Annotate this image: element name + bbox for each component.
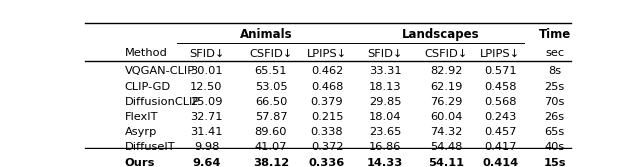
Text: CSFID↓: CSFID↓ xyxy=(424,48,468,58)
Text: 89.60: 89.60 xyxy=(255,127,287,137)
Text: 41.07: 41.07 xyxy=(255,142,287,152)
Text: DiffuseIT: DiffuseIT xyxy=(125,142,175,152)
Text: Landscapes: Landscapes xyxy=(403,28,480,41)
Text: 30.01: 30.01 xyxy=(190,66,223,76)
Text: 0.215: 0.215 xyxy=(311,112,343,122)
Text: 65s: 65s xyxy=(545,127,564,137)
Text: CSFID↓: CSFID↓ xyxy=(250,48,292,58)
Text: 33.31: 33.31 xyxy=(369,66,401,76)
Text: 0.336: 0.336 xyxy=(309,157,345,167)
Text: 12.50: 12.50 xyxy=(190,82,223,92)
Text: 0.568: 0.568 xyxy=(484,97,516,107)
Text: 15s: 15s xyxy=(543,157,566,167)
Text: 0.372: 0.372 xyxy=(311,142,343,152)
Text: Asyrp: Asyrp xyxy=(125,127,157,137)
Text: 31.41: 31.41 xyxy=(190,127,223,137)
Text: 26s: 26s xyxy=(545,112,564,122)
Text: 82.92: 82.92 xyxy=(430,66,462,76)
Text: 66.50: 66.50 xyxy=(255,97,287,107)
Text: 18.13: 18.13 xyxy=(369,82,401,92)
Text: 40s: 40s xyxy=(545,142,564,152)
Text: 0.462: 0.462 xyxy=(311,66,343,76)
Text: 0.243: 0.243 xyxy=(484,112,516,122)
Text: 62.19: 62.19 xyxy=(430,82,462,92)
Text: 54.48: 54.48 xyxy=(430,142,462,152)
Text: 16.86: 16.86 xyxy=(369,142,401,152)
Text: 0.457: 0.457 xyxy=(484,127,516,137)
Text: VQGAN-CLIP: VQGAN-CLIP xyxy=(125,66,195,76)
Text: 25s: 25s xyxy=(545,82,564,92)
Text: Ours: Ours xyxy=(125,157,155,167)
Text: 60.04: 60.04 xyxy=(430,112,462,122)
Text: 38.12: 38.12 xyxy=(253,157,289,167)
Text: 57.87: 57.87 xyxy=(255,112,287,122)
Text: 25.09: 25.09 xyxy=(190,97,223,107)
Text: Animals: Animals xyxy=(240,28,292,41)
Text: DiffusionCLIP: DiffusionCLIP xyxy=(125,97,200,107)
Text: 74.32: 74.32 xyxy=(430,127,462,137)
Text: CLIP-GD: CLIP-GD xyxy=(125,82,171,92)
Text: 18.04: 18.04 xyxy=(369,112,401,122)
Text: 53.05: 53.05 xyxy=(255,82,287,92)
Text: 0.571: 0.571 xyxy=(484,66,516,76)
Text: 70s: 70s xyxy=(545,97,565,107)
Text: 9.64: 9.64 xyxy=(192,157,221,167)
Text: 23.65: 23.65 xyxy=(369,127,401,137)
Text: 65.51: 65.51 xyxy=(255,66,287,76)
Text: 54.11: 54.11 xyxy=(428,157,464,167)
Text: 0.468: 0.468 xyxy=(311,82,343,92)
Text: LPIPS↓: LPIPS↓ xyxy=(480,48,520,58)
Text: Method: Method xyxy=(125,48,168,58)
Text: 0.458: 0.458 xyxy=(484,82,516,92)
Text: 0.417: 0.417 xyxy=(484,142,516,152)
Text: 14.33: 14.33 xyxy=(367,157,403,167)
Text: SFID↓: SFID↓ xyxy=(189,48,224,58)
Text: sec: sec xyxy=(545,48,564,58)
Text: 76.29: 76.29 xyxy=(430,97,462,107)
Text: LPIPS↓: LPIPS↓ xyxy=(307,48,347,58)
Text: 9.98: 9.98 xyxy=(194,142,219,152)
Text: 0.338: 0.338 xyxy=(310,127,343,137)
Text: Time: Time xyxy=(538,28,571,41)
Text: 0.379: 0.379 xyxy=(310,97,343,107)
Text: 8s: 8s xyxy=(548,66,561,76)
Text: 0.414: 0.414 xyxy=(482,157,518,167)
Text: 29.85: 29.85 xyxy=(369,97,401,107)
Text: 32.71: 32.71 xyxy=(190,112,223,122)
Text: SFID↓: SFID↓ xyxy=(367,48,403,58)
Text: FlexIT: FlexIT xyxy=(125,112,158,122)
